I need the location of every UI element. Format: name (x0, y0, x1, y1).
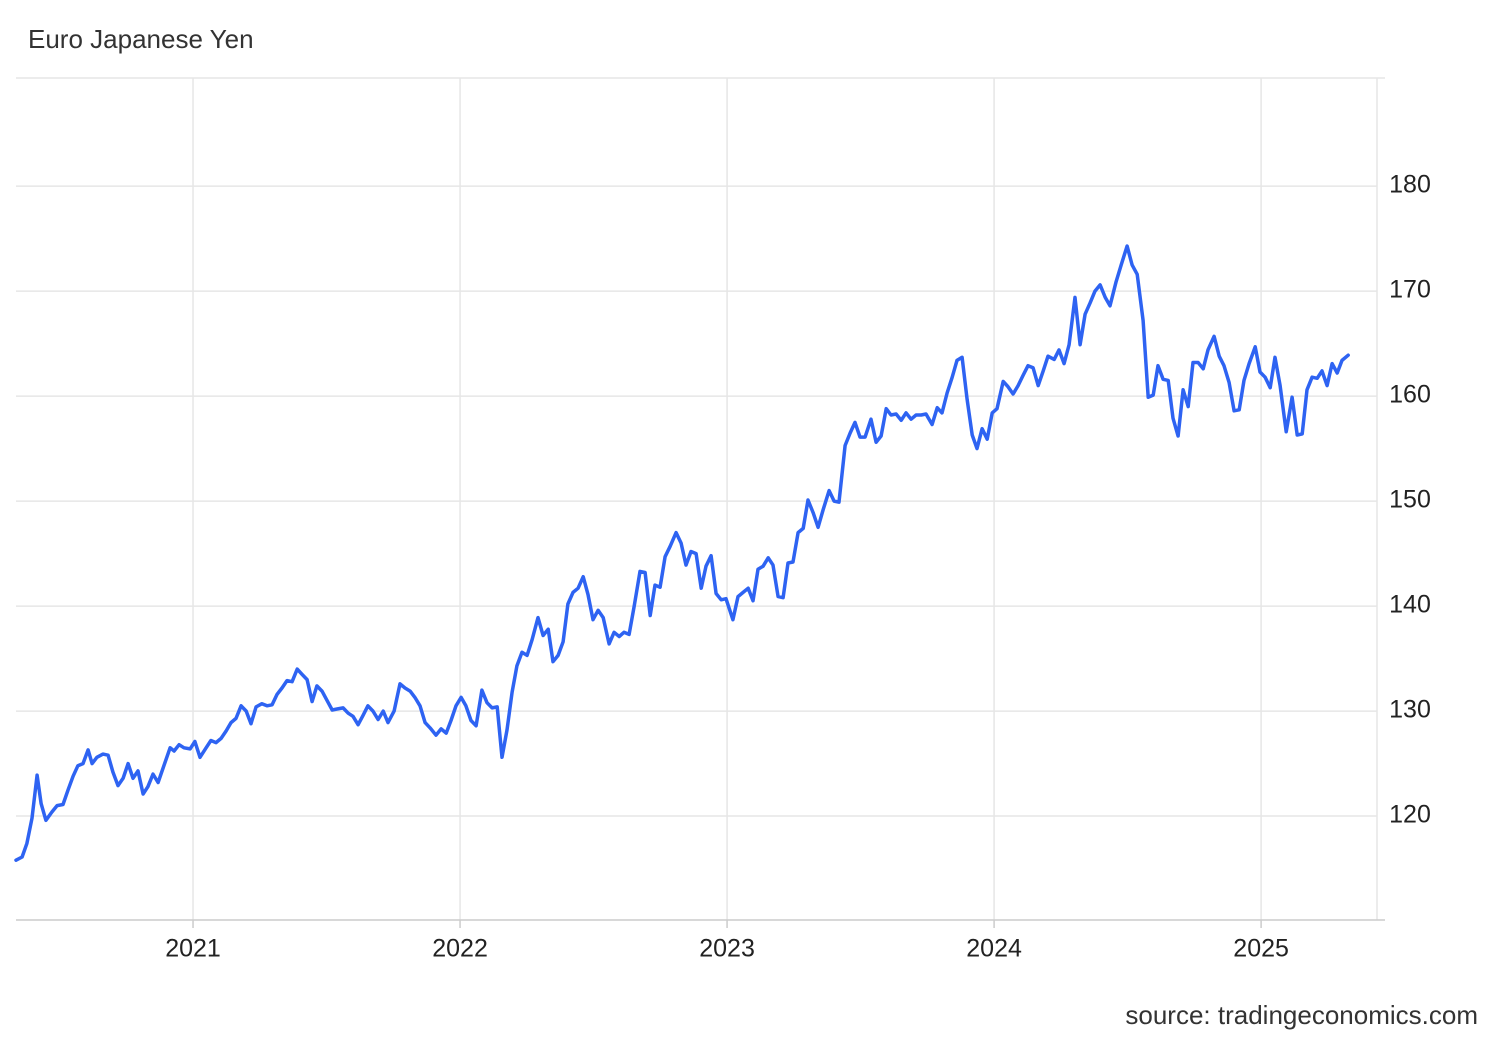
y-tick-label: 140 (1389, 591, 1431, 619)
x-tick-label: 2024 (966, 935, 1022, 963)
y-tick-label: 150 (1389, 486, 1431, 514)
x-tick-label: 2022 (432, 935, 488, 963)
x-tick-label: 2025 (1233, 935, 1289, 963)
data-line (14, 244, 1350, 862)
grid (16, 78, 1377, 920)
y-tick-label: 130 (1389, 696, 1431, 724)
y-tick-label: 170 (1389, 276, 1431, 304)
y-tick-label: 120 (1389, 801, 1431, 829)
x-tick-label: 2021 (165, 935, 221, 963)
chart-title: Euro Japanese Yen (28, 24, 254, 54)
y-tick-label: 180 (1389, 171, 1431, 199)
source-note: source: tradingeconomics.com (1125, 1000, 1478, 1030)
x-tick-label: 2023 (699, 935, 755, 963)
y-tick-label: 160 (1389, 381, 1431, 409)
